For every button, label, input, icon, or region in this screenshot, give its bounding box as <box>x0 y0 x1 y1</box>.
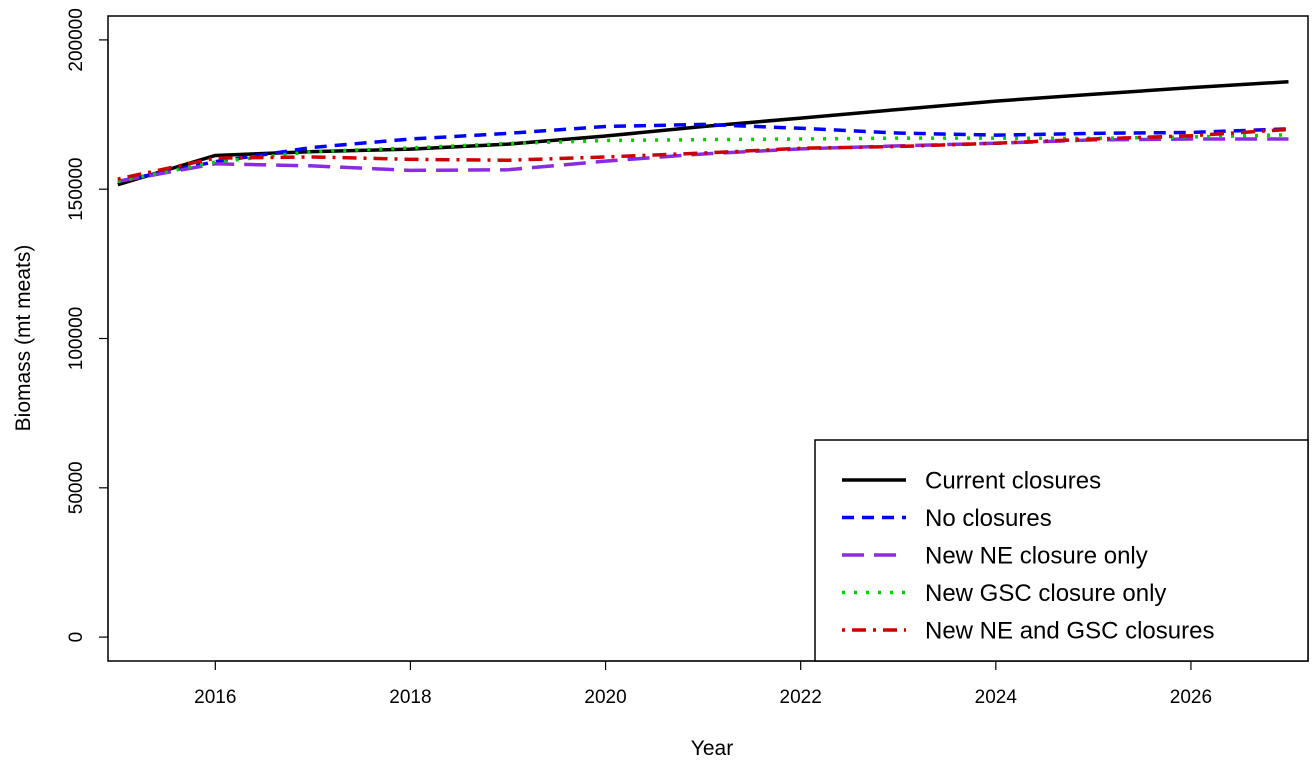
series-layer <box>117 79 1289 187</box>
x-tick-label: 2016 <box>194 687 236 708</box>
y-tick-label: 150000 <box>66 157 87 220</box>
x-axis-title: Year <box>691 737 733 760</box>
legend-label: No closures <box>925 505 1052 532</box>
x-axis: 2016 2018 2020 2022 2024 2026 <box>194 660 1212 708</box>
x-tick-label: 2026 <box>1170 687 1212 708</box>
y-tick-label: 0 <box>66 632 87 643</box>
series-line-1 <box>117 79 1289 187</box>
y-tick-label: 100000 <box>66 307 87 370</box>
legend-label: Current closures <box>925 468 1101 495</box>
legend: Current closures No closures New NE closur… <box>814 439 1309 662</box>
x-tick-label: 2020 <box>584 687 626 708</box>
series-line-5 <box>117 127 1289 181</box>
y-axis-title: Biomass (mt meats) <box>12 245 35 432</box>
y-tick-label: 200000 <box>66 8 87 71</box>
series-line-4 <box>117 133 1289 184</box>
y-tick-label: 50000 <box>66 461 87 514</box>
legend-label: New NE and GSC closures <box>925 618 1214 645</box>
x-tick-label: 2024 <box>975 687 1018 708</box>
legend-box <box>814 439 1309 662</box>
x-tick-label: 2018 <box>389 687 431 708</box>
legend-label: New GSC closure only <box>925 580 1166 607</box>
legend-label: New NE closure only <box>925 543 1148 570</box>
series-line-3 <box>117 137 1289 184</box>
series-line-2 <box>117 122 1289 184</box>
x-tick-label: 2022 <box>780 687 822 708</box>
y-axis: 0 50000 100000 150000 200000 <box>66 8 109 643</box>
